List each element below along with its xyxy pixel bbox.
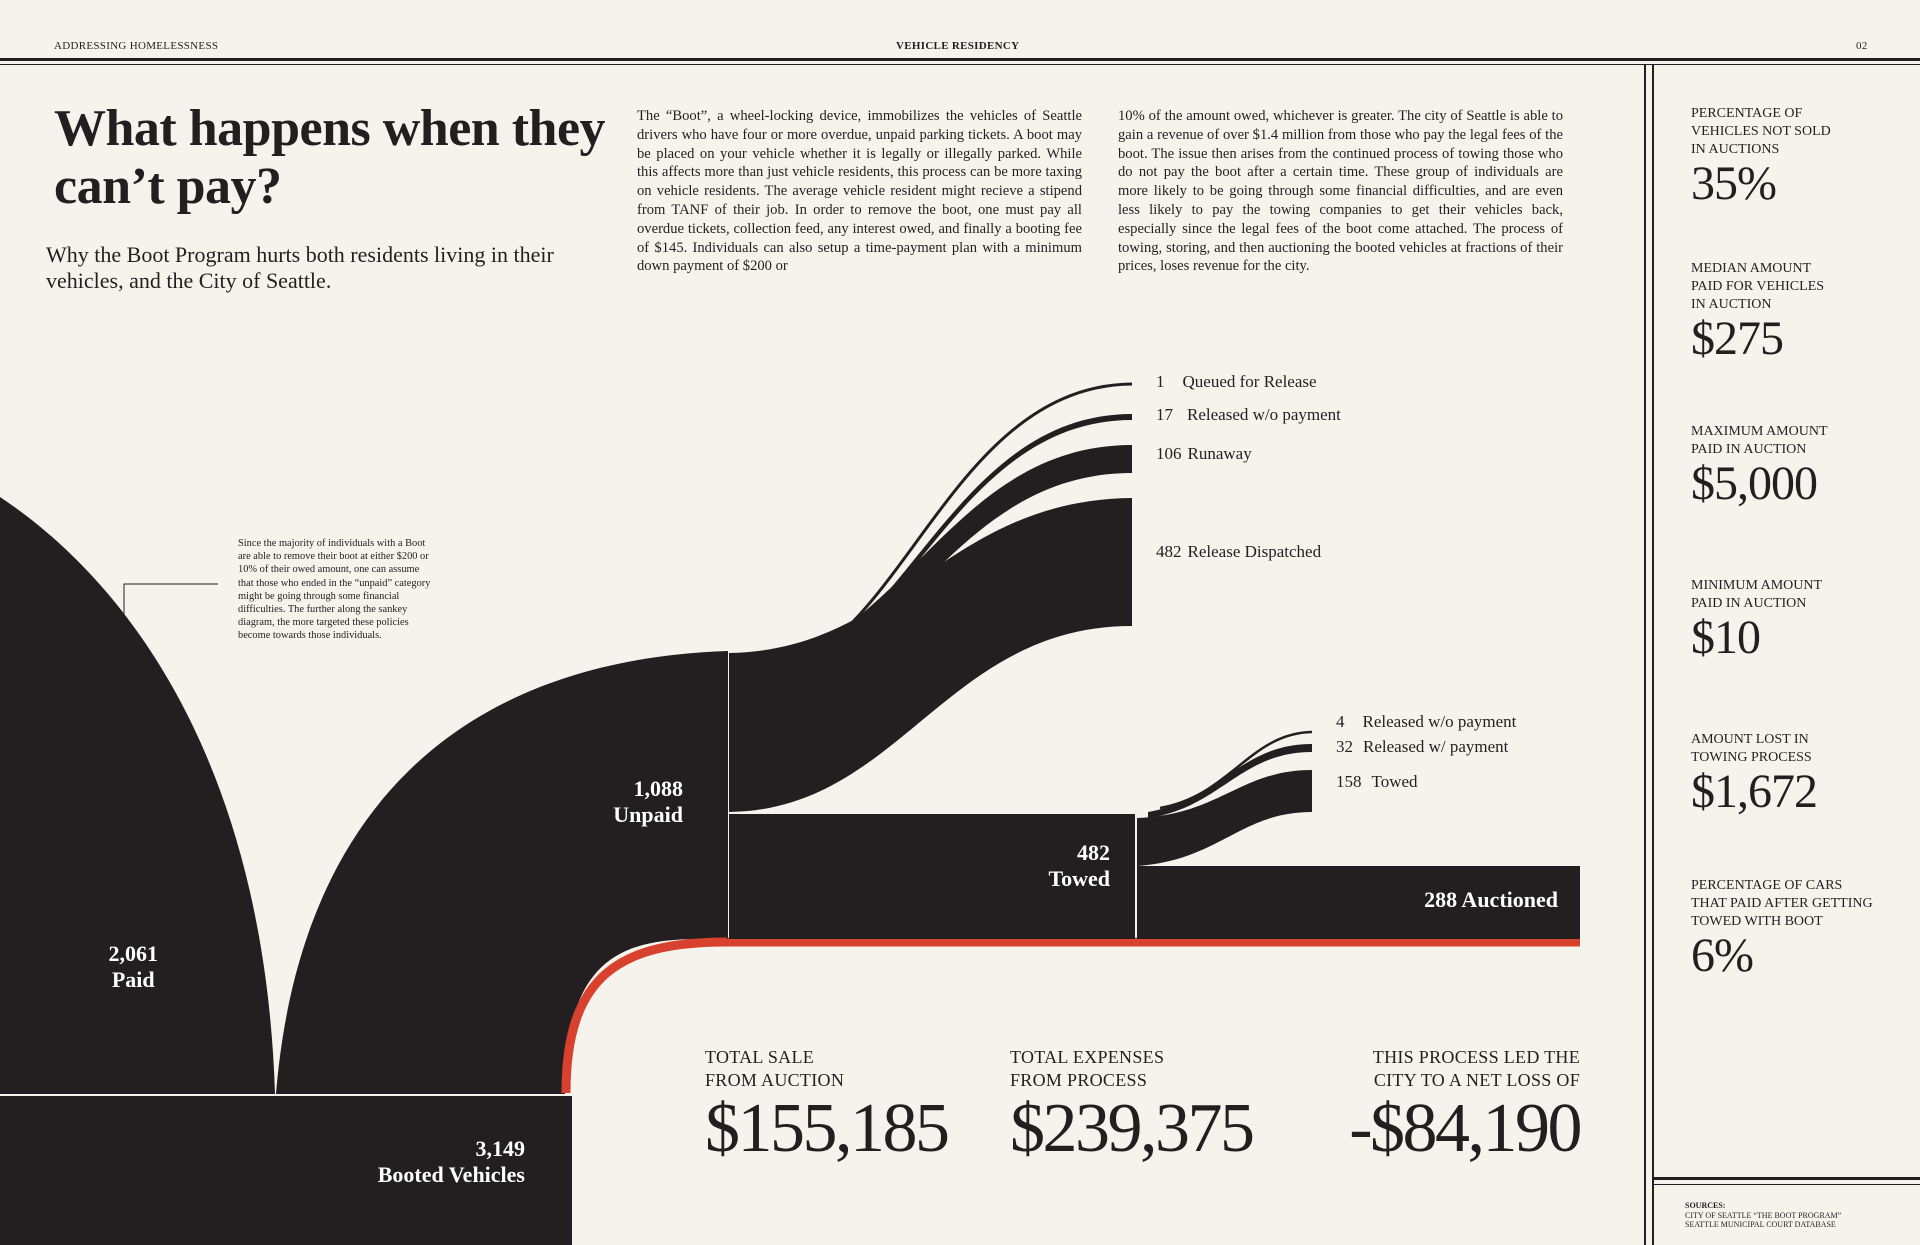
node-unpaid [727,651,728,939]
flow-runaway [739,445,1132,692]
stat-amount-lost: AMOUNT LOST IN TOWING PROCESS $1,672 [1691,731,1911,817]
sidebar-divider-left [1644,64,1646,1245]
node-towed-split [1132,814,1135,939]
stat-median-paid-value: $275 [1691,312,1784,365]
stat-median-paid: MEDIAN AMOUNT PAID FOR VEHICLES IN AUCTION… [1691,260,1911,364]
stat-minimum-paid: MINIMUM AMOUNT PAID IN AUCTION $10 [1691,577,1911,663]
flow-released-wo-payment-towed [1159,730,1313,810]
node-booted [0,1096,572,1245]
net-loss-value: -$84,190 [1349,1090,1582,1167]
stat-minimum-paid-value: $10 [1691,611,1761,664]
label-auctioned: 288 Auctioned [1424,887,1558,912]
header-rule-top [0,58,1920,61]
flow-release-dispatched [729,498,1132,812]
node-auctioned [1137,866,1580,939]
loss-outline [561,937,1580,1094]
label-queued-release: 1 Queued for Release [1156,372,1317,391]
stat-paid-after-towed: PERCENTAGE OF CARS THAT PAID AFTER GETTIN… [1691,877,1920,981]
sources-rule-top [1654,1177,1920,1180]
financial-net-loss: THIS PROCESS LED THE CITY TO A NET LOSS … [1349,1047,1582,1167]
sidebar-divider-right [1652,64,1654,1245]
page-subtitle: Why the Boot Program hurts both resident… [46,242,554,293]
body-column-1: The “Boot”, a wheel-locking device, immo… [637,108,1082,275]
flow-queued-release [759,382,1133,675]
section-header: ADDRESSING HOMELESSNESS [54,40,219,52]
page-title: What happens when they can’t pay? [54,100,606,215]
financial-total-expenses: TOTAL EXPENSES FROM PROCESS $239,375 [1010,1047,1255,1167]
body-column-2: 10% of the amount owed, whichever is gre… [1118,108,1563,275]
sources: SOURCES: CITY OF SEATTLE “THE BOOT PROGR… [1685,1201,1842,1229]
annotation-note: Since the majority of individuals with a… [238,538,431,642]
stat-amount-lost-value: $1,672 [1691,765,1818,818]
flow-paid [0,497,275,1094]
label-release-dispatched: 482 Release Dispatched [1156,542,1322,561]
header-rule-bottom [0,64,1920,65]
label-towed-released-wo-payment: 4 Released w/o payment [1336,712,1517,731]
flow-towed-towed [1137,770,1312,866]
node-towed [729,814,1132,939]
label-runaway: 106 Runaway [1156,444,1252,463]
stat-not-sold-value: 35% [1691,157,1777,210]
label-towed-outcome: 158 Towed [1336,772,1418,791]
note-leader-line [123,583,218,626]
total-expenses-value: $239,375 [1010,1090,1255,1167]
sankey-diagram [0,382,1580,1245]
financial-total-sale: TOTAL SALE FROM AUCTION $155,185 [705,1047,950,1167]
topic-header: VEHICLE RESIDENCY [896,40,1020,52]
label-released-w-payment: 32 Released w/ payment [1336,737,1509,756]
stat-paid-after-towed-value: 6% [1691,929,1754,982]
label-unpaid: 1,088 Unpaid [613,776,683,827]
label-paid: 2,061 Paid [108,941,159,992]
page-number: 02 [1856,40,1868,52]
stat-maximum-paid-value: $5,000 [1691,457,1818,510]
label-booted: 3,149 Booted Vehicles [377,1136,525,1187]
stat-not-sold: PERCENTAGE OF VEHICLES NOT SOLD IN AUCTION… [1691,105,1911,209]
sources-rule-bottom [1654,1184,1920,1185]
total-sale-value: $155,185 [705,1090,950,1167]
label-towed: 482 Towed [1048,840,1110,891]
flow-unpaid [276,651,727,1094]
stat-maximum-paid: MAXIMUM AMOUNT PAID IN AUCTION $5,000 [1691,423,1911,509]
label-released-wo-payment: 17 Released w/o payment [1156,405,1341,424]
